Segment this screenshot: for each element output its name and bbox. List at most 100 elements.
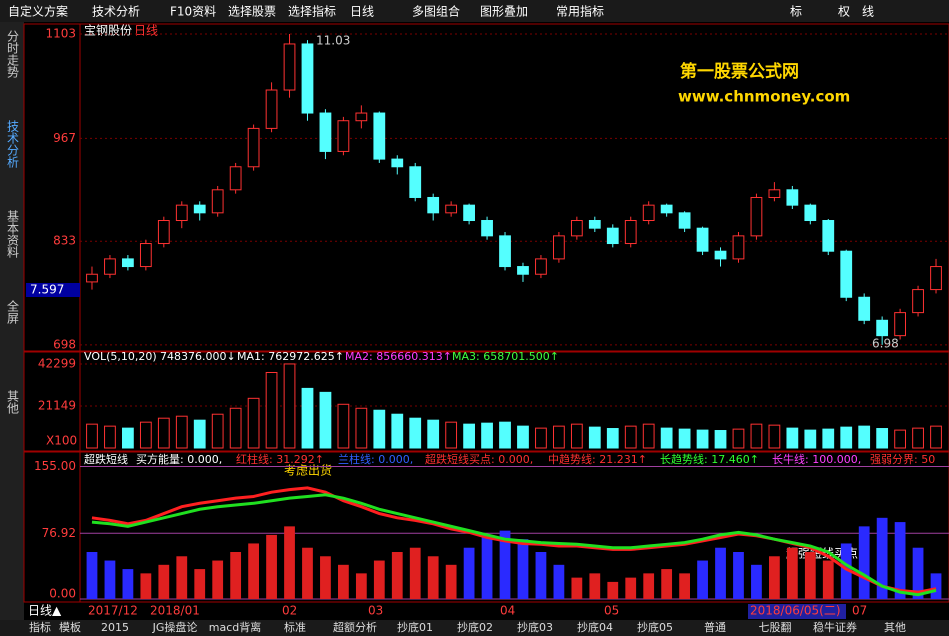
y-tick-label: 698 bbox=[53, 337, 76, 351]
sidebar-tab[interactable]: 技术分析 bbox=[6, 120, 20, 169]
volume-bar bbox=[606, 428, 619, 449]
y-tick-label: 76.92 bbox=[42, 526, 76, 540]
candle-body bbox=[624, 220, 637, 245]
bottom-tab[interactable]: JG操盘论 bbox=[152, 620, 198, 634]
bottom-tab[interactable]: 抄底01 bbox=[397, 620, 433, 634]
volume-bar bbox=[283, 363, 296, 449]
bottom-tab[interactable]: 2015 bbox=[101, 621, 129, 634]
indicator-bar bbox=[553, 564, 565, 599]
candle-body bbox=[193, 204, 206, 214]
candle-body bbox=[337, 120, 350, 152]
indicator-legend: 买方能量: 0.000, bbox=[136, 452, 222, 466]
indicator-bar bbox=[194, 569, 206, 599]
date-label: 05 bbox=[604, 604, 619, 618]
toolbar-button[interactable]: 技术分析 bbox=[92, 5, 140, 19]
volume-bar bbox=[265, 371, 278, 449]
volume-bar bbox=[535, 427, 547, 449]
bottom-tab[interactable]: 抄底05 bbox=[637, 620, 673, 634]
bottom-tab[interactable]: 标准 bbox=[284, 620, 306, 634]
indicator-bar bbox=[427, 556, 439, 599]
bottom-tab[interactable]: macd背离 bbox=[209, 620, 262, 634]
bottom-tab[interactable]: 抄底04 bbox=[577, 620, 613, 634]
bottom-tab[interactable]: 稳牛证券 bbox=[813, 620, 857, 634]
candle-body bbox=[373, 112, 386, 160]
indicator-bar bbox=[643, 573, 655, 599]
indicator-bar bbox=[391, 552, 403, 599]
date-label: 2018/01 bbox=[150, 604, 200, 618]
volume-bar bbox=[229, 407, 242, 449]
candle-body bbox=[553, 235, 565, 260]
volume-bar bbox=[391, 413, 404, 449]
candle-body bbox=[265, 89, 278, 129]
toolbar-button[interactable]: 自定义方案 bbox=[8, 4, 68, 19]
volume-bar bbox=[804, 429, 817, 449]
sidebar-tab[interactable]: 基本资料 bbox=[6, 210, 20, 258]
volume-legend: VOL(5,10,20) bbox=[84, 350, 157, 363]
bottom-tab[interactable]: 超额分析 bbox=[333, 620, 377, 634]
date-label: 07 bbox=[852, 604, 867, 618]
indicator-legend: 长趋势线: 17.460↑ bbox=[660, 452, 759, 466]
bottom-tab[interactable]: 普通 bbox=[704, 620, 726, 634]
volume-bar bbox=[786, 427, 799, 449]
indicator-bar bbox=[930, 573, 942, 599]
toolbar-icon[interactable]: 线 bbox=[862, 5, 874, 19]
indicator-bar bbox=[607, 581, 619, 599]
bottom-tab[interactable]: 其他 bbox=[884, 621, 906, 634]
toolbar-icon[interactable]: 权 bbox=[838, 5, 850, 19]
volume-bar bbox=[660, 427, 673, 449]
indicator-bar bbox=[320, 556, 331, 599]
toolbar-button[interactable]: 多图组合 bbox=[412, 4, 460, 19]
volume-bar bbox=[732, 428, 745, 449]
indicator-bar bbox=[230, 552, 242, 599]
candle-body bbox=[696, 227, 709, 252]
y-tick-label: 1103 bbox=[45, 26, 76, 40]
indicator-bar bbox=[751, 564, 762, 599]
volume-bar bbox=[553, 425, 565, 449]
volume-bar bbox=[750, 423, 763, 449]
indicator-bar bbox=[679, 573, 690, 599]
toolbar-icon[interactable]: 标 bbox=[790, 5, 802, 19]
indicator-bar bbox=[212, 560, 224, 599]
volume-bar bbox=[409, 417, 422, 449]
toolbar-button[interactable]: 选择指标 bbox=[288, 4, 336, 19]
indicator-frame bbox=[23, 451, 949, 603]
candle-body bbox=[912, 289, 924, 314]
volume-bar bbox=[211, 413, 224, 449]
indicator-bar bbox=[589, 573, 601, 599]
candle-body bbox=[678, 212, 691, 229]
toolbar-button[interactable]: 常用指标 bbox=[556, 4, 604, 19]
sidebar-tab[interactable]: 分时走势 bbox=[6, 30, 20, 78]
candle-body bbox=[229, 166, 242, 191]
candle-body bbox=[570, 220, 583, 237]
bottom-tab[interactable]: 指标 bbox=[29, 620, 51, 634]
candle-body bbox=[930, 266, 942, 291]
indicator-bar bbox=[302, 547, 313, 599]
indicator-bar bbox=[104, 560, 116, 599]
candle-body bbox=[804, 204, 817, 222]
sidebar-tab[interactable]: 全屏 bbox=[6, 299, 20, 325]
volume-bar bbox=[139, 421, 152, 449]
indicator-bar bbox=[535, 552, 547, 599]
candle-body bbox=[355, 112, 368, 122]
date-label: 2017/12 bbox=[88, 604, 138, 618]
toolbar-button[interactable]: 选择股票 bbox=[228, 5, 276, 19]
indicator-bar bbox=[499, 530, 511, 599]
date-label: 2018/06/05(二) bbox=[750, 604, 841, 618]
toolbar-button[interactable]: F10资料 bbox=[170, 5, 216, 19]
volume-bar bbox=[588, 426, 601, 449]
indicator-bar bbox=[140, 573, 152, 599]
bottom-tab[interactable]: 抄底03 bbox=[517, 620, 553, 634]
bottom-tab[interactable]: 模板 bbox=[59, 620, 81, 634]
candle-body bbox=[211, 189, 224, 214]
indicator-legend: 红柱线: 31.292↑ bbox=[236, 452, 324, 466]
bottom-tab[interactable]: 七股翻 bbox=[759, 620, 792, 634]
sidebar-tab[interactable]: 其他 bbox=[6, 390, 20, 414]
indicator-bar bbox=[266, 534, 277, 599]
volume-bar bbox=[319, 391, 332, 449]
indicator-bar bbox=[445, 564, 457, 599]
toolbar-button[interactable]: 日线 bbox=[350, 5, 374, 19]
bottom-tab[interactable]: 抄底02 bbox=[457, 620, 493, 634]
high-label: 11.03 bbox=[316, 34, 350, 48]
indicator-legend: 强弱分界: 50 bbox=[870, 453, 935, 466]
toolbar-button[interactable]: 图形叠加 bbox=[480, 5, 528, 19]
